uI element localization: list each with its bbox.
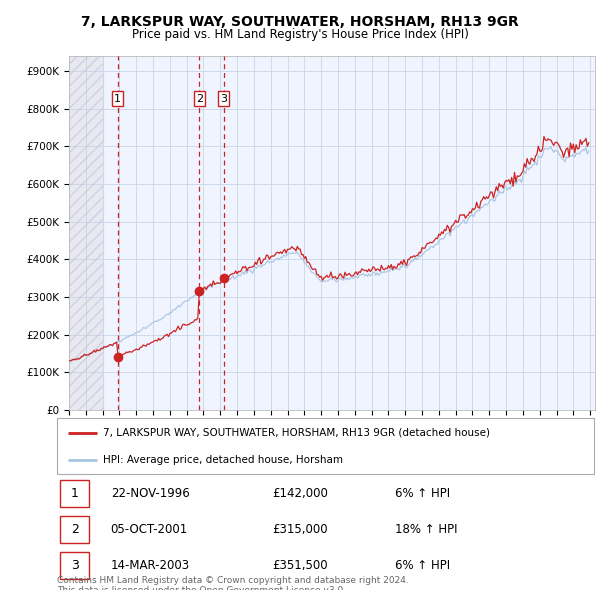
Text: 7, LARKSPUR WAY, SOUTHWATER, HORSHAM, RH13 9GR: 7, LARKSPUR WAY, SOUTHWATER, HORSHAM, RH… (81, 15, 519, 29)
Text: 7, LARKSPUR WAY, SOUTHWATER, HORSHAM, RH13 9GR (detached house): 7, LARKSPUR WAY, SOUTHWATER, HORSHAM, RH… (103, 428, 490, 438)
Bar (59, 552, 89, 579)
Text: £142,000: £142,000 (272, 487, 328, 500)
Text: 6% ↑ HPI: 6% ↑ HPI (395, 559, 451, 572)
Bar (59, 516, 89, 543)
Text: 6% ↑ HPI: 6% ↑ HPI (395, 487, 451, 500)
Text: £315,000: £315,000 (272, 523, 328, 536)
Text: Price paid vs. HM Land Registry's House Price Index (HPI): Price paid vs. HM Land Registry's House … (131, 28, 469, 41)
Text: £351,500: £351,500 (272, 559, 328, 572)
Bar (69, 56, 103, 410)
Text: HPI: Average price, detached house, Horsham: HPI: Average price, detached house, Hors… (103, 455, 343, 465)
Bar (69, 56, 103, 410)
Text: Contains HM Land Registry data © Crown copyright and database right 2024.: Contains HM Land Registry data © Crown c… (57, 576, 409, 585)
Text: 3: 3 (71, 559, 79, 572)
Bar (59, 480, 89, 507)
Text: This data is licensed under the Open Government Licence v3.0.: This data is licensed under the Open Gov… (57, 586, 346, 590)
Text: 14-MAR-2003: 14-MAR-2003 (111, 559, 190, 572)
Text: 18% ↑ HPI: 18% ↑ HPI (395, 523, 458, 536)
Text: 1: 1 (71, 487, 79, 500)
Text: 22-NOV-1996: 22-NOV-1996 (111, 487, 190, 500)
Text: 2: 2 (196, 94, 203, 103)
Text: 3: 3 (220, 94, 227, 103)
Text: 05-OCT-2001: 05-OCT-2001 (111, 523, 188, 536)
Text: 1: 1 (114, 94, 121, 103)
Text: 2: 2 (71, 523, 79, 536)
